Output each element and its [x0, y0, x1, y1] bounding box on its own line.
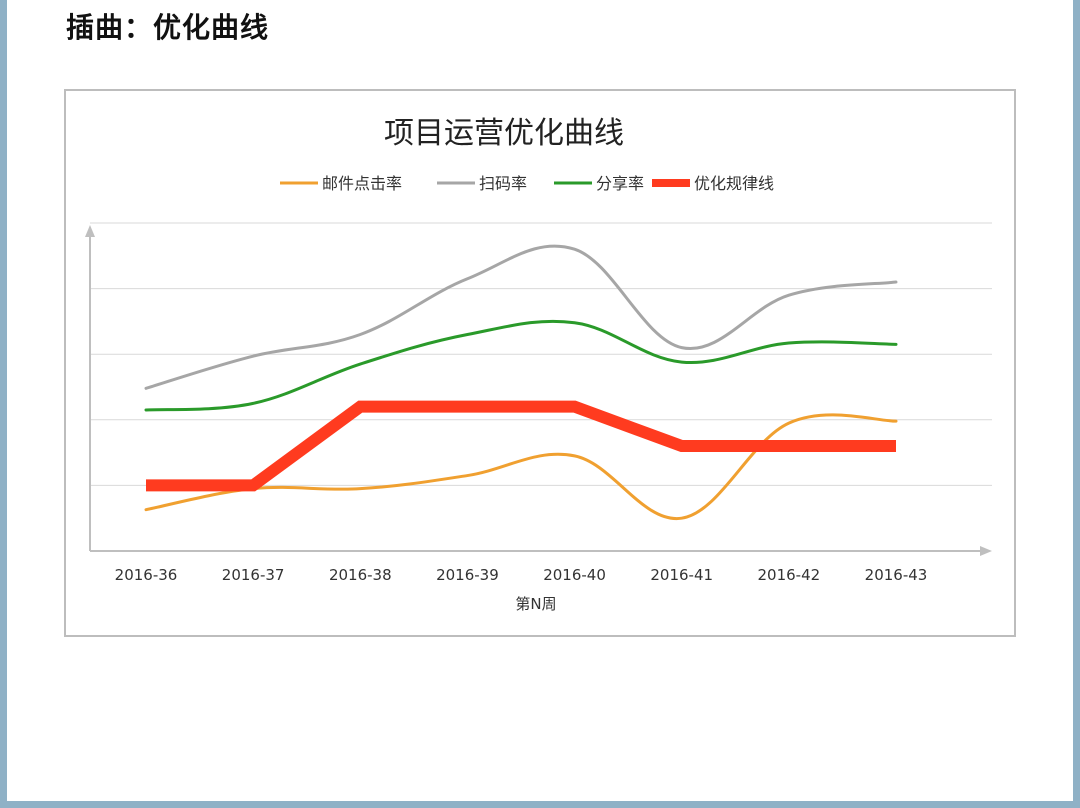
x-tick-label: 2016-40 [543, 566, 606, 584]
series-line-4 [146, 400, 896, 492]
legend-label: 邮件点击率 [322, 174, 402, 193]
legend-label: 扫码率 [479, 174, 527, 193]
series-line-2 [144, 244, 898, 390]
chart-legend: 邮件点击率 扫码率 分享率 优化规律线 [280, 174, 774, 193]
chart-svg: 项目运营优化曲线 邮件点击率 扫码率 分享率 优化规律线 2016-36 2016-37… [85, 116, 992, 613]
y-axis-arrow-icon [85, 225, 95, 237]
x-tick-label: 2016-37 [222, 566, 285, 584]
chart-series [144, 244, 898, 520]
x-tick-label: 2016-43 [865, 566, 928, 584]
x-axis-ticks: 2016-36 2016-37 2016-38 2016-39 2016-40 2016-… [115, 566, 928, 584]
chart-axes [85, 225, 992, 556]
x-axis-label: 第N周 [515, 595, 556, 613]
x-tick-label: 2016-36 [115, 566, 178, 584]
page-title: 插曲：优化曲线 [66, 11, 270, 44]
series-line-3 [144, 319, 898, 412]
x-tick-label: 2016-41 [650, 566, 713, 584]
series-line-1 [144, 413, 898, 520]
chart-title: 项目运营优化曲线 [384, 116, 624, 151]
legend-label: 优化规律线 [694, 174, 774, 193]
legend-label: 分享率 [596, 174, 644, 193]
chart-container: 项目运营优化曲线 邮件点击率 扫码率 分享率 优化规律线 2016-36 2016-37… [64, 89, 1016, 637]
x-tick-label: 2016-42 [758, 566, 821, 584]
x-axis-arrow-icon [980, 546, 992, 556]
x-tick-label: 2016-39 [436, 566, 499, 584]
x-tick-label: 2016-38 [329, 566, 392, 584]
